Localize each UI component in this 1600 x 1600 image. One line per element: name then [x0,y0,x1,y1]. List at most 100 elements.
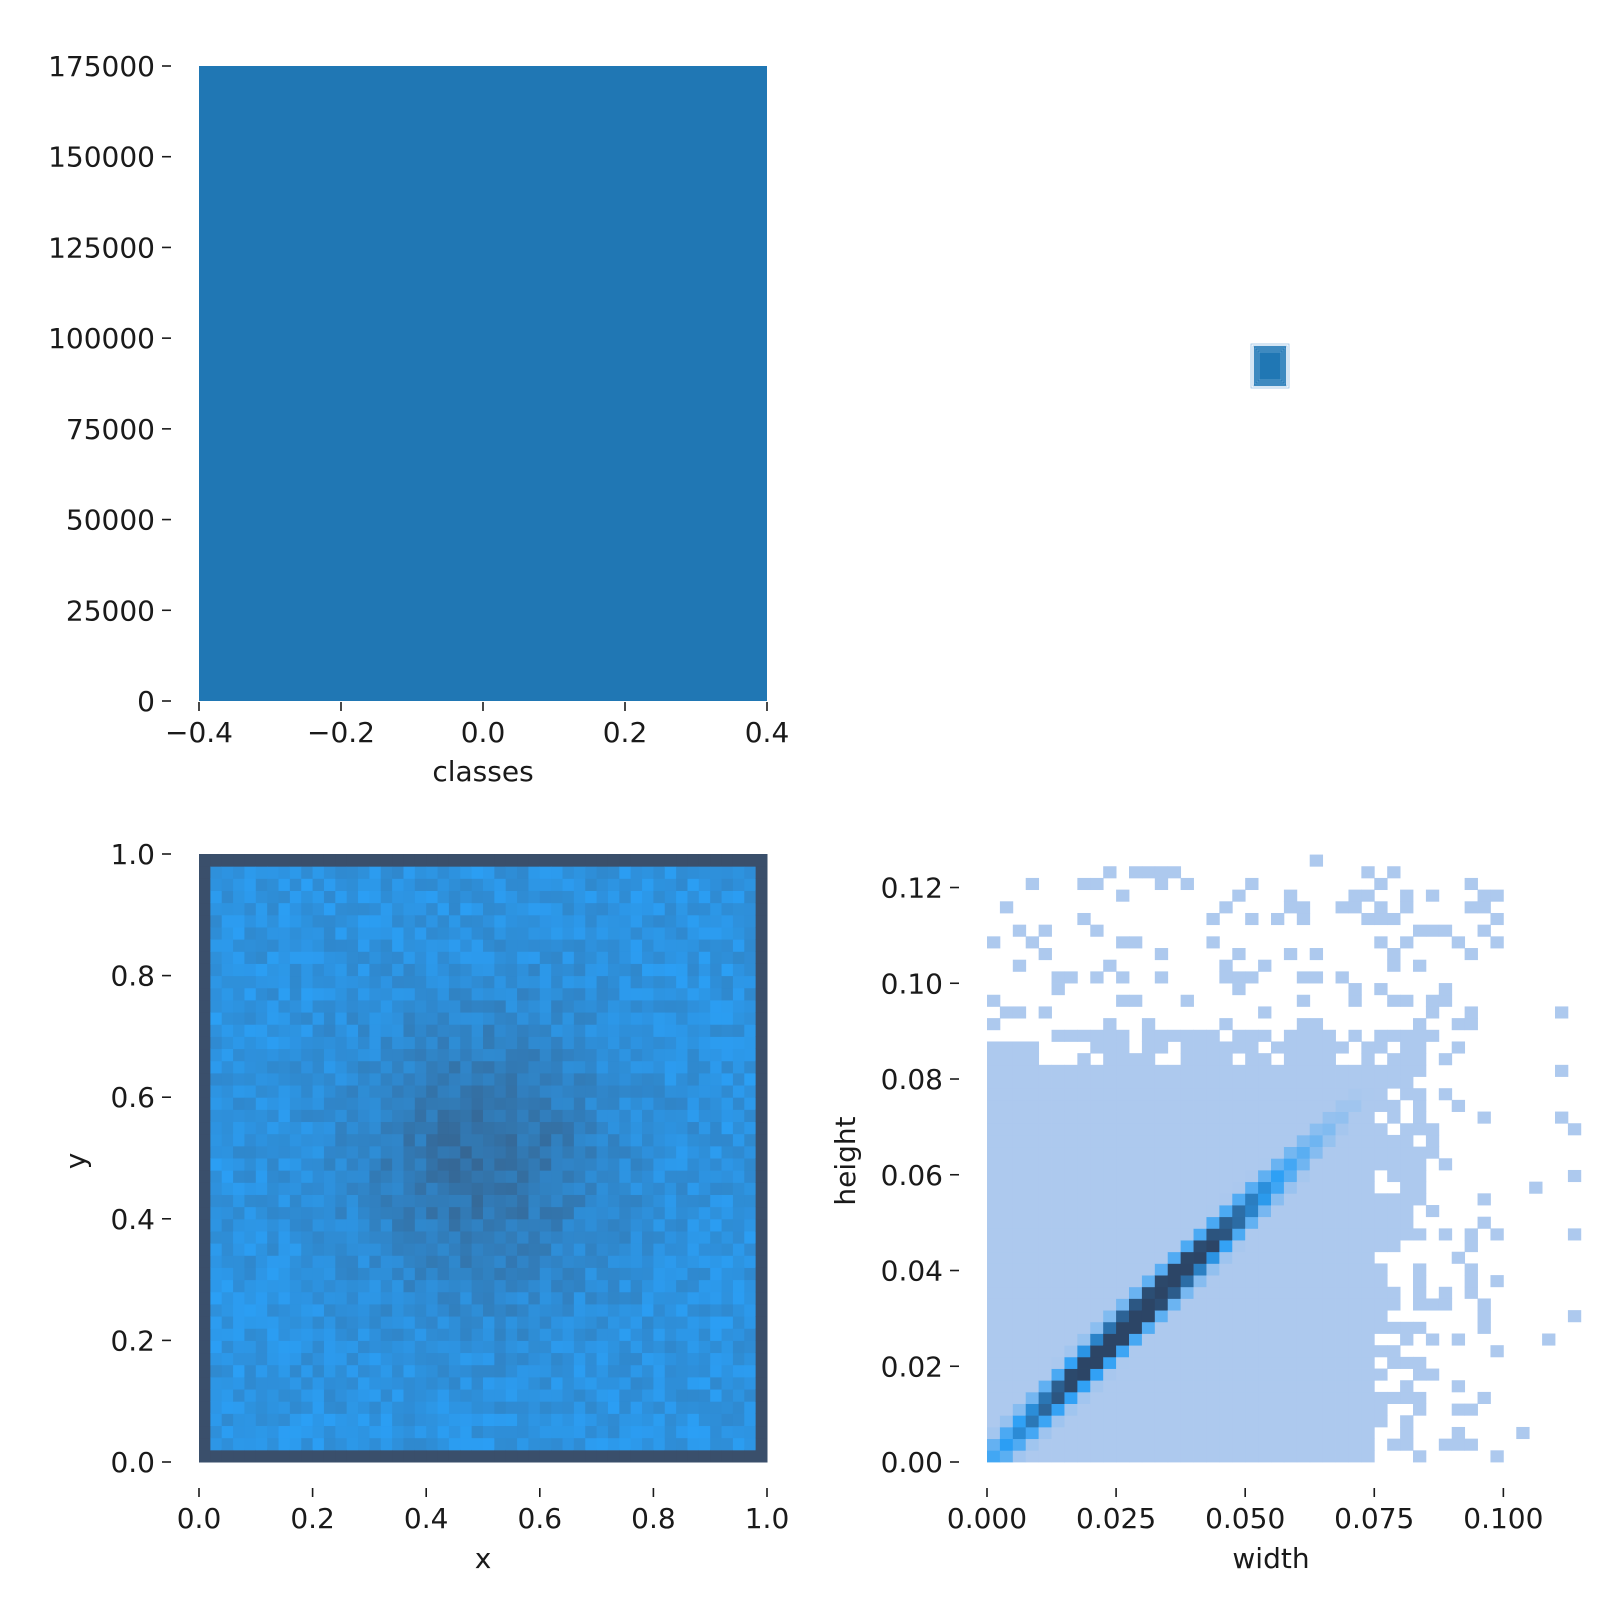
xy-heatmap-cell [698,1352,711,1366]
xy-heatmap-cell [585,1279,598,1293]
xy-heatmap-cell [744,854,757,867]
xy-heatmap-cell [744,1072,757,1086]
xy-heatmap-cell [744,1340,757,1354]
xy-heatmap-cell [698,1182,711,1195]
wh-heatmap-cell [1219,1169,1233,1183]
wh-heatmap-cell [1012,1228,1027,1241]
xy-heatmap-cell [233,975,245,989]
xy-heatmap-cell [562,1109,575,1123]
xy-heatmap-cell [221,1328,234,1341]
wh-heatmap-cell [1193,1263,1207,1276]
wh-heatmap-cell [1090,877,1104,891]
xy-heatmap-cell [494,1060,507,1074]
xy-heatmap-cell [369,1328,382,1341]
xy-heatmap-cell [403,1364,416,1378]
wh-heatmap-cell [1051,1438,1065,1451]
wh-heatmap-cell [1051,1240,1065,1253]
wh-heatmap-cell [1361,1345,1375,1358]
xy-heatmap-cell [551,1097,564,1110]
wh-heatmap-cell [1374,1088,1388,1101]
wh-heatmap-cell [1154,1193,1169,1206]
xy-heatmap-cell [380,1255,393,1268]
xy-heatmap-cell [687,1218,700,1232]
xy-heatmap-cell [732,902,745,916]
wh-heatmap-cell [1490,936,1504,949]
xy-heatmap-cell [358,951,370,964]
xy-heatmap-cell [380,1218,393,1232]
xy-heatmap-cell [653,1182,666,1195]
xy-heatmap-cell [301,1267,314,1281]
wh-heatmap-cell [1090,1333,1104,1346]
xy-heatmap-cell [278,1194,291,1208]
xy-heatmap-cell [210,1145,223,1159]
xy-heatmap-cell [380,1048,393,1062]
xy-heatmap-cell [573,1328,586,1341]
wh-heatmap-cell [1271,1263,1285,1276]
xy-heatmap-cell [528,999,541,1013]
wh-heatmap-cell [1245,877,1259,891]
wh-heatmap-cell [1064,1146,1078,1159]
xy-heatmap-cell [664,1303,677,1317]
wh-heatmap-cell [1012,1134,1027,1148]
xy-heatmap-cell [471,1109,484,1123]
wh-heatmap-cell [1193,1193,1207,1206]
xy-heatmap-cell [471,1303,484,1317]
xy-heatmap-cell [630,1291,643,1305]
wh-heatmap-cell [1361,1275,1375,1288]
xy-heatmap-cell [539,951,552,964]
xy-heatmap-cell [358,866,370,879]
xy-heatmap-cell [732,999,745,1013]
xy-heatmap-cell [199,1048,211,1062]
wh-heatmap-cell [1180,1310,1194,1323]
xy-heatmap-cell [414,1364,427,1378]
xy-heatmap-cell [380,890,393,904]
xy-heatmap-cell [698,1060,711,1074]
xy-heatmap-cell [483,939,495,952]
wh-heatmap-cell [1154,1438,1169,1451]
xy-heatmap-cell [494,1364,507,1378]
wh-heatmap-cell [1400,1415,1414,1428]
wh-heatmap-cell [1090,1181,1104,1194]
xy-heatmap-cell [732,1316,745,1329]
xy-heatmap-cell [607,1048,620,1062]
xy-heatmap-cell [460,987,473,1001]
xy-heatmap-cell [562,878,575,891]
xy-heatmap-cell [642,1364,654,1378]
xy-heatmap-cell [687,1048,700,1062]
xy-heatmap-cell [596,1364,609,1378]
xy-heatmap-cell [369,1376,382,1390]
wh-heatmap-cell [1090,1205,1104,1218]
wh-heatmap-cell [1064,1251,1078,1264]
xy-heatmap-cell [483,1036,495,1050]
xy-heatmap-cell [539,1060,552,1074]
wh-heatmap-cell [1193,1111,1207,1124]
xy-heatmap-cell [244,1060,257,1074]
xy-heatmap-cell [596,1036,609,1050]
xy-heatmap-cell [335,1121,348,1135]
xy-heatmap-cell [392,1072,404,1086]
xy-heatmap-cell [335,1437,348,1451]
wh-heatmap-cell [1309,1193,1324,1206]
wh-heatmap-cell [1180,1415,1194,1428]
xy-heatmap-cell [721,1109,734,1123]
xy-heatmap-cell [335,1109,348,1123]
xy-heatmap-cell [301,1230,314,1244]
wh-heatmap-cell [1180,1041,1194,1054]
xy-heatmap-cell [369,1279,382,1293]
xy-heatmap-cell [335,1364,348,1378]
wh-heatmap-cell [987,1018,1001,1031]
xy-heatmap-cell [528,1121,541,1135]
wh-heatmap-cell [1413,1228,1427,1241]
wh-heatmap-cell [1232,1076,1246,1089]
xy-heatmap-cell [312,1036,325,1050]
xy-heatmap-cell [392,1340,404,1354]
xy-heatmap-cell [732,1401,745,1414]
wh-heatmap-cell [1322,1426,1336,1440]
wh-heatmap-cell [1374,1216,1388,1229]
wh-heatmap-cell [1051,1286,1065,1299]
xy-heatmap-cell [335,878,348,891]
xy-heatmap-cell [494,1097,507,1110]
wh-heatmap-cell [1219,1228,1233,1241]
wh-heatmap-cell [1077,1391,1091,1404]
